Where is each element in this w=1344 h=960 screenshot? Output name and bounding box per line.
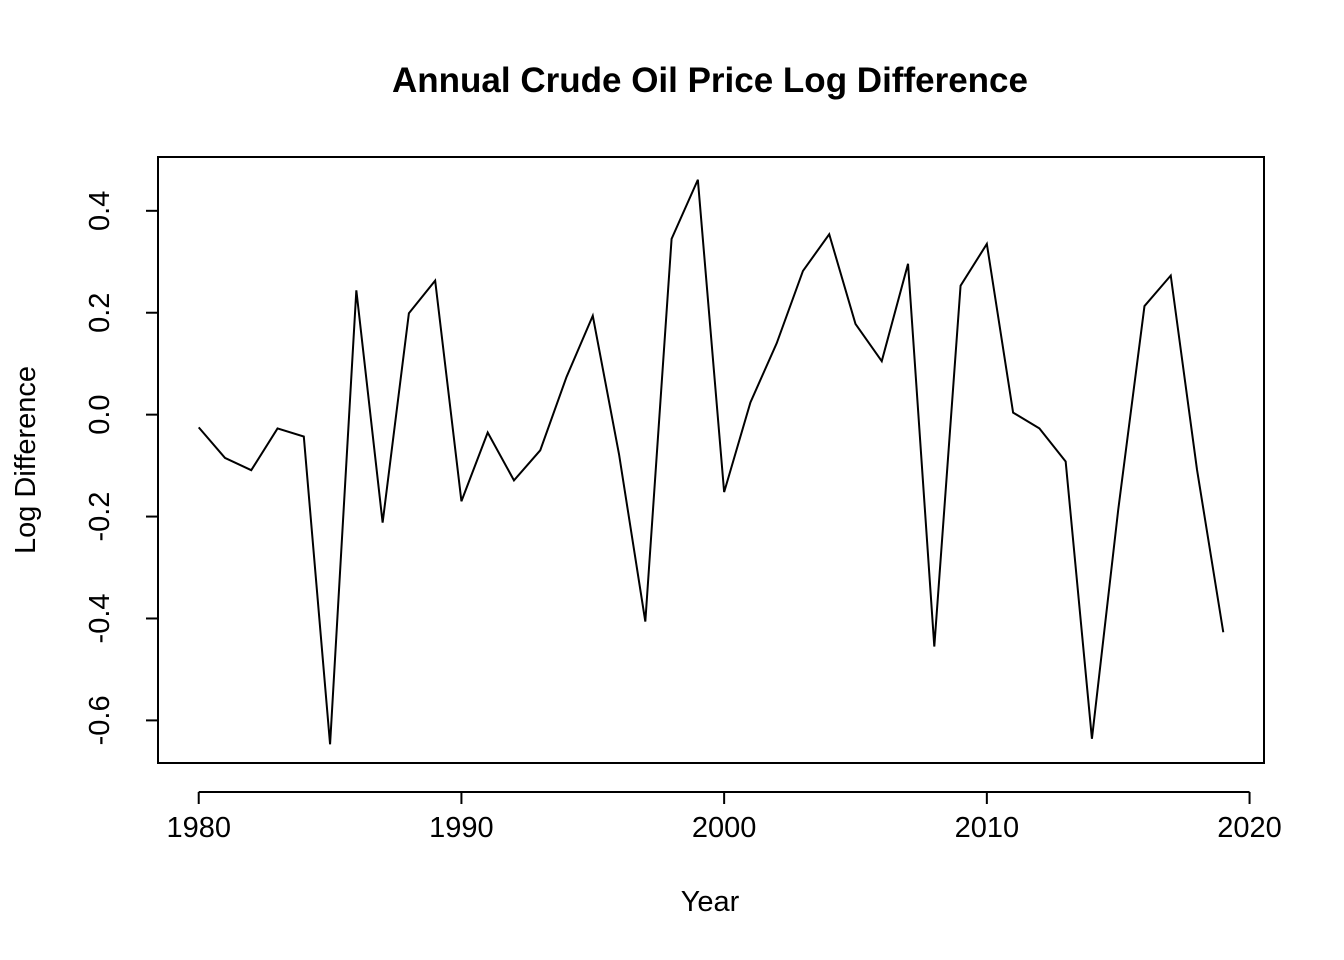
x-tick-label: 1990 [429, 812, 494, 844]
x-axis-label: Year [681, 886, 740, 918]
y-tick-label: -0.6 [84, 695, 116, 745]
y-tick-label: -0.2 [84, 492, 116, 542]
x-tick-label: 2020 [1217, 812, 1282, 844]
series-line [197, 179, 1225, 745]
x-tick-label: 1980 [166, 812, 231, 844]
chart-title: Annual Crude Oil Price Log Difference [392, 61, 1028, 100]
y-tick-label: 0.0 [84, 394, 116, 434]
y-tick-label: 0.2 [84, 293, 116, 333]
y-axis-label: Log Difference [10, 366, 42, 554]
x-axis: 1980 1990 2000 2010 2020 [166, 791, 1282, 844]
y-axis: -0.6 -0.4 -0.2 0.0 0.2 0.4 [84, 191, 159, 745]
x-tick-label: 2010 [955, 812, 1020, 844]
y-tick-label: -0.4 [84, 593, 116, 643]
x-tick-label: 2000 [692, 812, 757, 844]
series-group [197, 179, 1225, 745]
y-tick-label: 0.4 [84, 191, 116, 231]
